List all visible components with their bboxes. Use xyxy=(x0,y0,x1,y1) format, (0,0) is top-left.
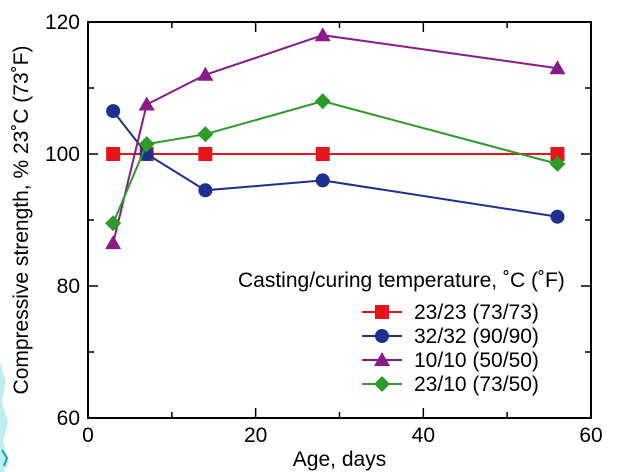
x-tick-label: 0 xyxy=(82,424,94,447)
legend-label: 23/10 (73/50) xyxy=(414,373,539,396)
data-point-square xyxy=(106,147,121,161)
legend-item: 10/10 (50/50) xyxy=(362,349,539,372)
data-point-circle xyxy=(315,173,330,188)
y-tick-label: 60 xyxy=(57,407,80,430)
decorative-wave-icon xyxy=(0,362,9,472)
series-4 xyxy=(105,93,566,232)
axis-ticks: 0 20 40 60 60 80 100 120 xyxy=(45,11,603,447)
legend-item: 23/23 (73/73) xyxy=(362,301,539,324)
data-point-triangle xyxy=(197,66,214,81)
legend-title: Casting/curing temperature, ˚C (˚F) xyxy=(238,269,565,292)
series-line xyxy=(112,110,558,218)
data-point-triangle xyxy=(549,60,566,75)
legend-marker-triangle xyxy=(374,352,390,366)
x-axis-label: Age, days xyxy=(293,448,386,471)
legend-marker-circle xyxy=(375,329,389,343)
legend-marker-square xyxy=(375,305,389,319)
y-tick-label: 100 xyxy=(45,143,80,166)
series-layer xyxy=(105,27,566,250)
legend-item: 23/10 (73/50) xyxy=(362,373,539,396)
data-point-diamond xyxy=(197,126,214,143)
x-tick-label: 60 xyxy=(579,424,602,447)
data-point-square xyxy=(315,147,330,161)
legend-label: 32/32 (90/90) xyxy=(414,325,539,348)
data-point-diamond xyxy=(314,93,331,110)
x-tick-label: 20 xyxy=(244,424,267,447)
legend: Casting/curing temperature, ˚C (˚F) 23/2… xyxy=(238,269,565,396)
legend-item: 32/32 (90/90) xyxy=(362,325,539,348)
data-point-square xyxy=(198,147,213,161)
data-point-square xyxy=(550,147,565,161)
data-point-diamond xyxy=(549,155,566,172)
legend-label: 10/10 (50/50) xyxy=(414,349,539,372)
y-axis-label: Compressive strength, % 23˚C (73˚F) xyxy=(10,46,33,395)
data-point-circle xyxy=(550,209,565,224)
data-point-triangle xyxy=(314,27,331,42)
data-point-diamond xyxy=(138,136,155,153)
x-tick-label: 40 xyxy=(412,424,435,447)
series-line xyxy=(112,100,558,224)
data-point-triangle xyxy=(138,96,155,111)
data-point-diamond xyxy=(105,215,122,232)
y-tick-label: 80 xyxy=(57,275,80,298)
series-3 xyxy=(105,27,566,250)
data-point-circle xyxy=(106,104,121,119)
y-tick-label: 120 xyxy=(45,11,80,34)
series-1 xyxy=(106,147,565,161)
data-point-triangle xyxy=(105,235,122,250)
data-point-circle xyxy=(198,183,213,198)
series-2 xyxy=(106,104,565,224)
legend-label: 23/23 (73/73) xyxy=(414,301,539,324)
legend-marker-diamond xyxy=(374,376,390,392)
